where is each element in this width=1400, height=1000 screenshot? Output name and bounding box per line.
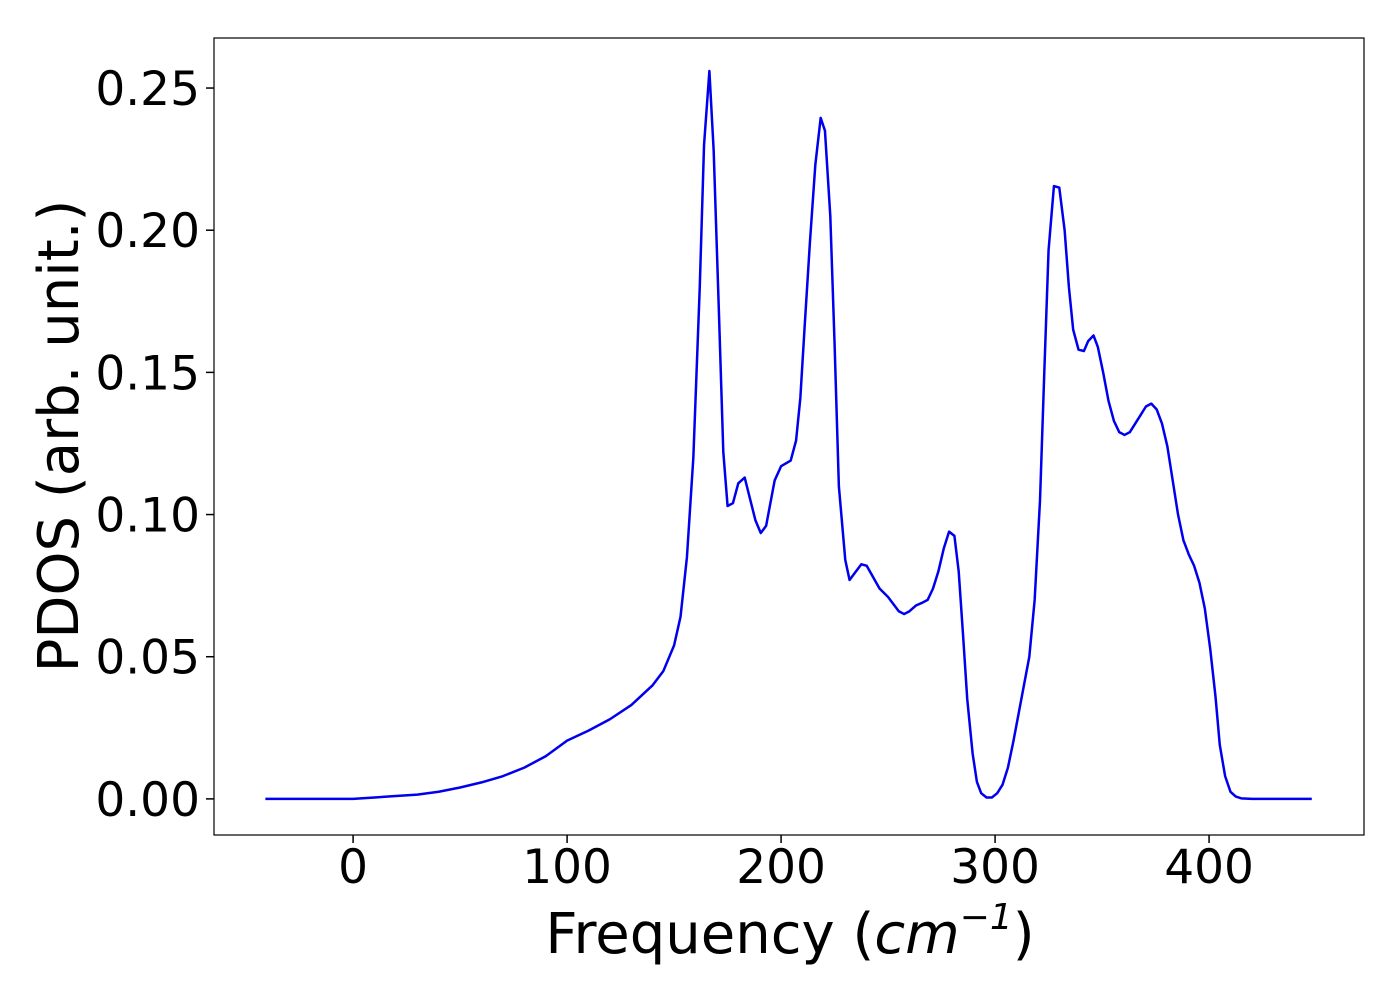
x-label-part: Frequency ( [545,902,874,967]
x-axis-label: Frequency (cm−1) [545,897,1034,967]
x-tick-label: 0 [338,840,368,895]
data-line [265,69,1312,801]
y-tick-label: 0.00 [95,773,200,828]
x-label-part: cm [874,902,959,967]
x-tick-label: 300 [950,840,1040,895]
y-axis-label: PDOS (arb. unit.) [27,200,92,673]
x-label-part: −1 [960,897,1013,938]
plot-frame [213,37,1365,836]
y-tick-label: 0.20 [95,204,200,259]
x-label-part: ) [1013,902,1035,967]
x-tick-label: 200 [736,840,826,895]
y-tick-label: 0.10 [95,489,200,544]
y-tick-label: 0.15 [95,346,200,401]
y-tick-label: 0.05 [95,631,200,686]
x-tick-label: 400 [1164,840,1254,895]
y-tick-label: 0.25 [95,62,200,117]
x-tick-label: 100 [522,840,612,895]
